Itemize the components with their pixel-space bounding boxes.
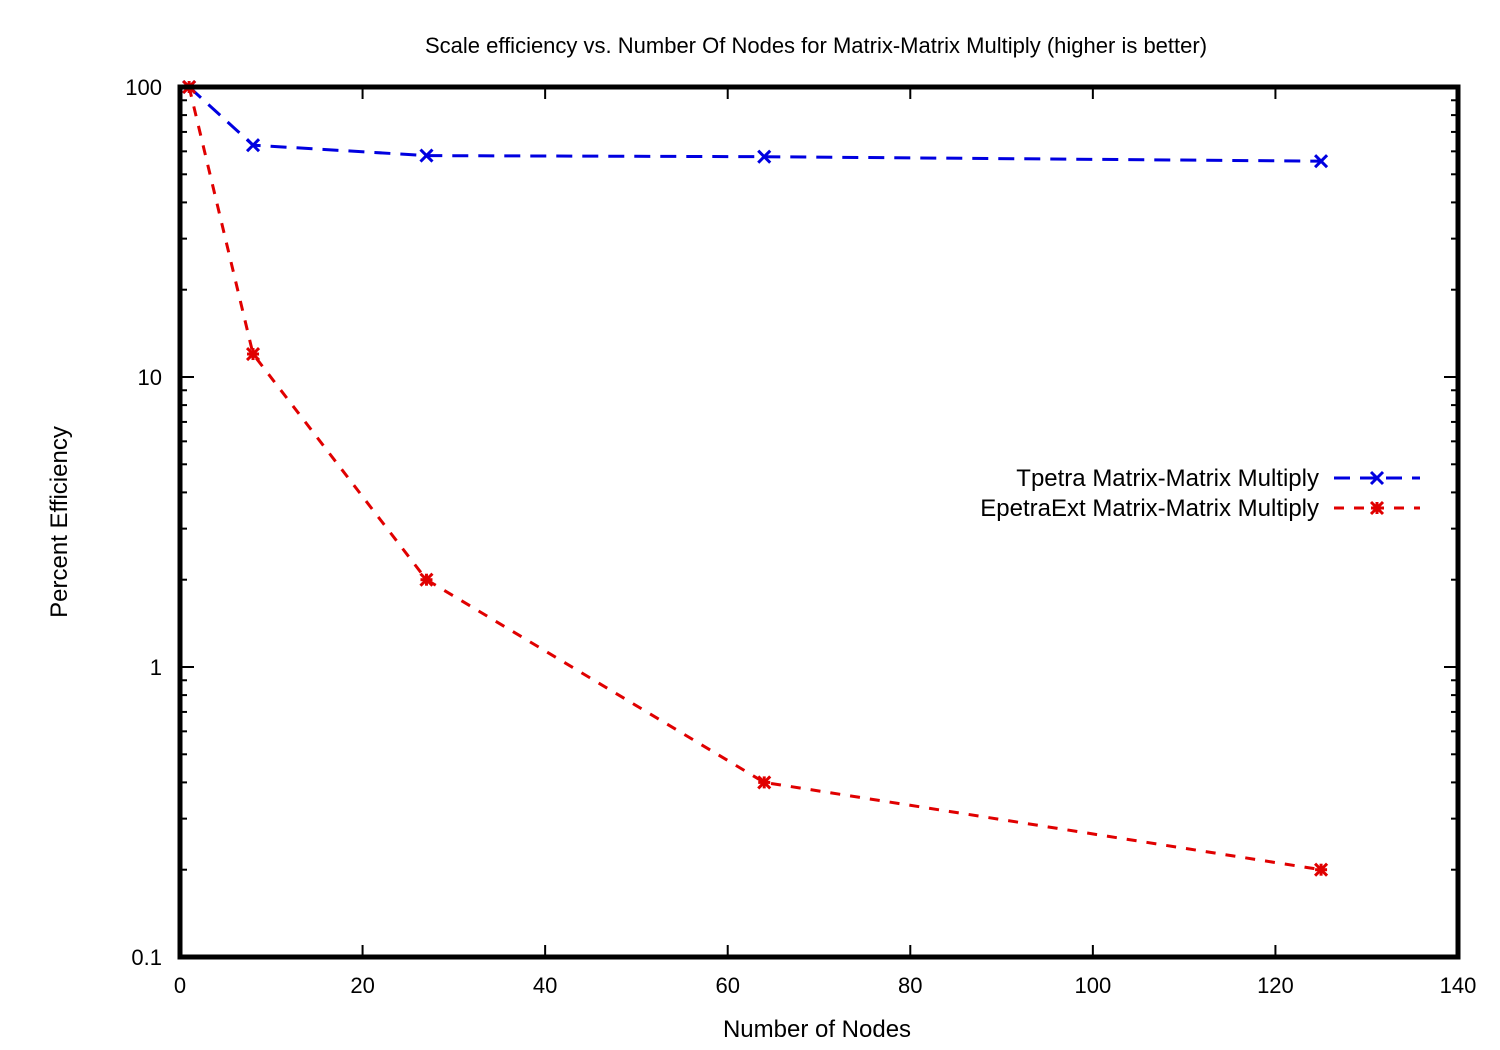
data-point	[419, 148, 434, 163]
x-axis-ticks: 0 20 40 60 80 100 120 140	[174, 87, 1476, 998]
data-point	[245, 346, 261, 362]
series-line	[187, 86, 1322, 872]
legend: Tpetra Matrix-Matrix Multiply EpetraExt M…	[980, 465, 1420, 522]
x-tick-label: 140	[1440, 973, 1477, 998]
x-tick-label: 0	[174, 973, 186, 998]
chart-title: Scale efficiency vs. Number Of Nodes for…	[425, 33, 1207, 58]
y-tick-label: 1	[150, 655, 162, 680]
plot-frame	[177, 84, 1461, 960]
x-tick-label: 100	[1074, 973, 1111, 998]
legend-marker	[1369, 470, 1385, 486]
data-point	[757, 149, 772, 164]
legend-label: Tpetra Matrix-Matrix Multiply	[1016, 465, 1319, 492]
x-tick-label: 20	[350, 973, 374, 998]
data-point	[1314, 154, 1329, 169]
y-axis-ticks: 0.1 1 10 100	[125, 75, 1458, 970]
data-point	[1314, 862, 1329, 877]
data-point	[757, 775, 772, 790]
y-tick-label: 10	[138, 365, 162, 390]
x-tick-label: 120	[1257, 973, 1294, 998]
legend-label: EpetraExt Matrix-Matrix Multiply	[980, 495, 1319, 522]
x-tick-label: 60	[715, 973, 739, 998]
y-axis-label: Percent Efficiency	[46, 426, 73, 618]
x-tick-label: 40	[533, 973, 557, 998]
data-point	[419, 572, 434, 587]
y-tick-label: 0.1	[131, 945, 162, 970]
x-tick-label: 80	[898, 973, 922, 998]
data-point	[245, 138, 261, 153]
series-line	[188, 85, 1322, 163]
legend-marker	[1369, 500, 1385, 516]
x-axis-label: Number of Nodes	[723, 1016, 911, 1043]
y-tick-label: 100	[125, 75, 162, 100]
